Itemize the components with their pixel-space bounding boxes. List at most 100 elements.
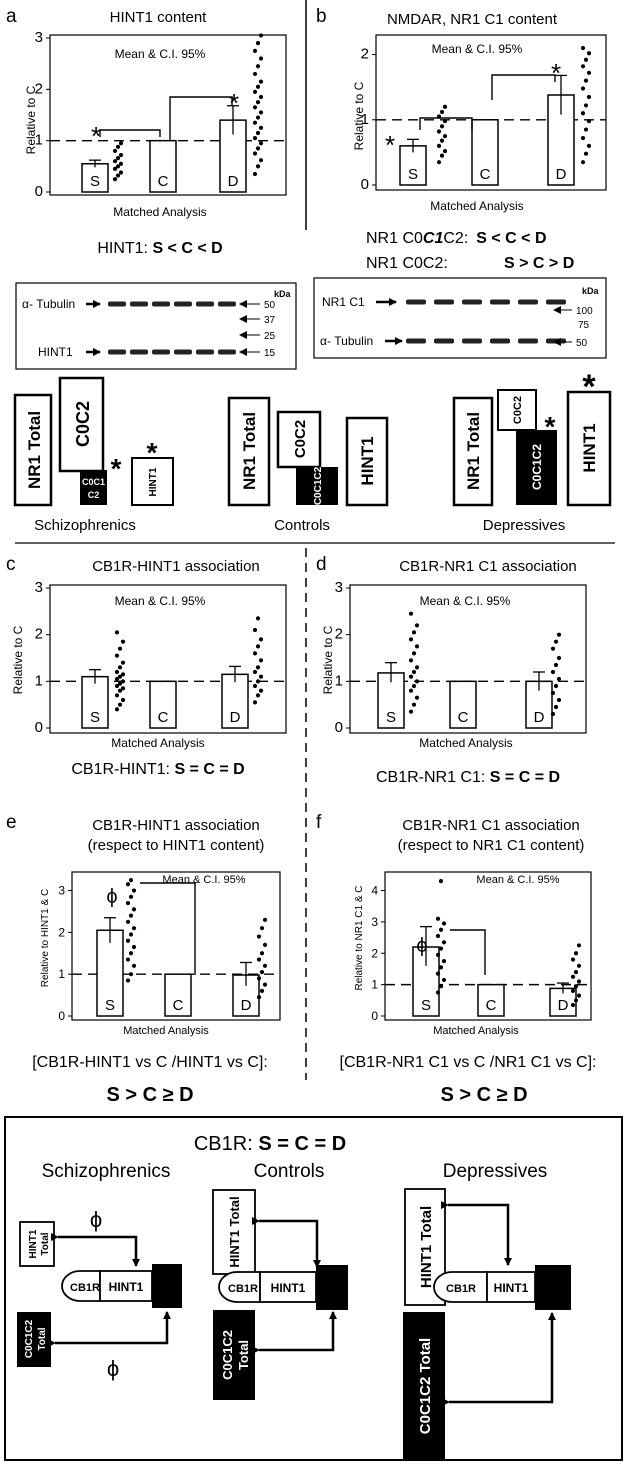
summary-line: CB1R-NR1 C1: S = C = D — [376, 769, 560, 786]
nr1-total-label: NR1 Total — [464, 412, 483, 490]
y-tick-label: 1 — [58, 967, 65, 981]
blot-band — [130, 349, 148, 355]
hint1-box — [99, 1270, 153, 1302]
panel-f: f CB1R-NR1 C1 association (respect to NR… — [316, 812, 596, 1106]
bar-label: S — [386, 709, 396, 726]
y-tick-label: 3 — [371, 915, 378, 929]
nmdar-block — [535, 1265, 571, 1310]
c0c2-box — [276, 410, 322, 469]
bar-label: C — [173, 997, 184, 1014]
data-point — [258, 56, 264, 61]
c0c1c2-box — [296, 467, 338, 505]
data-point — [117, 674, 123, 679]
data-point — [118, 161, 124, 166]
data-point — [583, 151, 589, 156]
data-point — [586, 51, 592, 56]
data-point — [570, 988, 576, 994]
hint1-total-label: HINT1 Total — [227, 1196, 242, 1267]
data-point — [435, 990, 441, 995]
group-label: Controls — [274, 517, 330, 534]
bar-label: D — [241, 997, 252, 1014]
data-point — [255, 616, 261, 621]
data-point — [117, 646, 123, 651]
panel-c: c CB1R-HINT1 association Mean & C.I. 95%… — [6, 554, 287, 778]
bar-label: D — [228, 173, 239, 190]
data-point — [439, 124, 445, 129]
y-axis-label: Relative to C — [24, 85, 38, 154]
data-point — [258, 688, 264, 693]
data-point — [570, 1002, 576, 1008]
hint1-label: HINT1 — [148, 467, 159, 496]
bar-label: C — [458, 709, 469, 726]
link-arrow — [441, 1201, 512, 1266]
data-point — [112, 177, 118, 182]
significance-star: * — [147, 437, 158, 468]
data-point — [259, 969, 265, 975]
panel-title: CB1R-NR1 C1 association — [399, 558, 577, 575]
marker-label: 15 — [264, 348, 276, 359]
link-arrow — [252, 1217, 321, 1268]
hint1-box — [566, 390, 612, 507]
summary-line: HINT1: S < C < D — [97, 240, 222, 257]
data-point — [252, 700, 258, 705]
marker-label: 50 — [576, 338, 588, 349]
cb1r-label: CB1R — [446, 1283, 476, 1295]
nr1-total-label: NR1 Total — [25, 411, 44, 489]
data-point — [573, 969, 579, 975]
chart-a: 0 1 2 3 S C D * * — [35, 29, 287, 200]
data-point — [438, 946, 444, 951]
band-label-top: α- Tubulin — [22, 297, 75, 311]
bar — [96, 929, 124, 1017]
bar-label: S — [421, 997, 431, 1014]
data-point — [255, 665, 261, 670]
hint1-total-box — [212, 1189, 256, 1275]
cb1r-label: CB1R — [70, 1282, 100, 1294]
data-point — [252, 171, 258, 177]
blot-band — [462, 338, 482, 344]
data-point — [583, 127, 589, 132]
cb1r-summary: CB1R: S = C = D — [194, 1133, 346, 1155]
data-point — [120, 697, 126, 703]
data-point — [550, 669, 556, 675]
data-point — [442, 104, 448, 109]
data-point — [573, 984, 579, 989]
panel-title: CB1R-HINT1 association — [92, 558, 260, 575]
y-axis-label: Relative to HINT1 & C — [40, 889, 51, 987]
cb1r-shape — [61, 1270, 101, 1302]
data-point — [576, 943, 582, 948]
data-point — [118, 152, 124, 158]
schema-bottom-depressives: HINT1 Total CB1R HINT1 C0C1C2 Total — [403, 1188, 571, 1459]
y-tick-label: 1 — [361, 111, 369, 128]
schema-mid: NR1 Total C0C2 C0C1 C2 * HINT1 * Schizop… — [13, 368, 612, 534]
group-label: Schizophrenics — [34, 517, 136, 534]
y-tick-label: 0 — [361, 176, 369, 193]
data-point — [580, 45, 586, 51]
data-point — [439, 109, 445, 115]
data-point — [586, 118, 592, 124]
data-point — [442, 148, 448, 154]
panel-letter: e — [6, 812, 17, 833]
bar — [471, 119, 499, 186]
data-point — [580, 64, 586, 69]
data-point — [118, 170, 124, 175]
chart-f: 0 1 2 3 4 S C Dϕ — [371, 871, 592, 1023]
band-label-bottom: HINT1 — [38, 345, 73, 359]
data-point — [262, 963, 268, 968]
hint1-total-label: HINT1 Total — [418, 1206, 435, 1288]
schema-controls: NR1 Total C0C2 C0C1C2 HINT1 Controls — [227, 396, 389, 534]
data-point — [411, 651, 417, 656]
nr1-total-label: NR1 Total — [240, 412, 259, 490]
summary-line-2: S > C ≥ D — [106, 1084, 193, 1106]
data-point — [262, 982, 268, 987]
group-label: Controls — [254, 1161, 325, 1182]
blot-left: kDa α- Tubulin HINT1 50 37 25 15 — [15, 282, 297, 370]
hint1-total-box — [19, 1221, 55, 1267]
data-point — [258, 158, 264, 163]
schema-bottom: CB1R: S = C = D Schizophrenics Controls … — [4, 1116, 623, 1461]
blot-band — [546, 338, 566, 344]
data-point — [442, 133, 448, 139]
panel-title: NMDAR, NR1 C1 content — [387, 11, 558, 28]
data-point — [408, 709, 414, 714]
significance-bracket — [419, 117, 473, 130]
